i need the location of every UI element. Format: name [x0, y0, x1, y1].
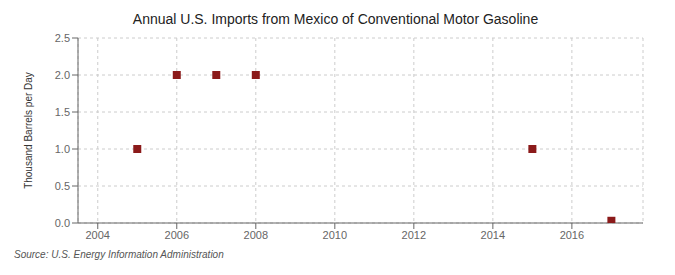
svg-text:2014: 2014 — [481, 229, 505, 241]
svg-text:Thousand Barrels per Day: Thousand Barrels per Day — [23, 72, 34, 189]
svg-text:2004: 2004 — [86, 229, 110, 241]
svg-text:2012: 2012 — [402, 229, 426, 241]
svg-text:2.0: 2.0 — [55, 69, 70, 81]
svg-text:2010: 2010 — [323, 229, 347, 241]
html-text:Source: U.S. Energy Informatio: Source: U.S. Energy Information Administ… — [14, 249, 224, 260]
svg-text:0.0: 0.0 — [55, 217, 70, 229]
svg-text:2016: 2016 — [560, 229, 584, 241]
svg-text:2008: 2008 — [244, 229, 268, 241]
svg-text:1.5: 1.5 — [55, 106, 70, 118]
svg-text:2.5: 2.5 — [55, 32, 70, 44]
html-text:Annual U.S. Imports from Mexic: Annual U.S. Imports from Mexico of Conve… — [132, 11, 539, 27]
svg-text:1.0: 1.0 — [55, 143, 70, 155]
svg-text:2006: 2006 — [165, 229, 189, 241]
svg-text:0.5: 0.5 — [55, 180, 70, 192]
